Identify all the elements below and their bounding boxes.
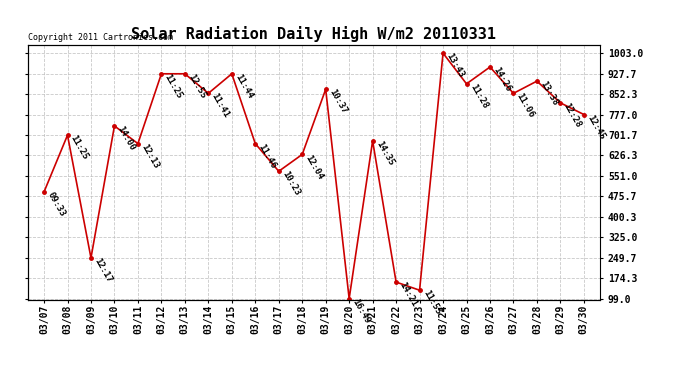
- Text: 11:25: 11:25: [69, 134, 90, 162]
- Text: 11:25: 11:25: [163, 72, 184, 100]
- Text: 14:21: 14:21: [397, 281, 419, 309]
- Text: 13:43: 13:43: [444, 52, 466, 80]
- Text: 12:45: 12:45: [585, 113, 607, 141]
- Text: 14:00: 14:00: [116, 124, 137, 152]
- Text: 13:38: 13:38: [538, 80, 560, 108]
- Text: Copyright 2011 Cartronics.com: Copyright 2011 Cartronics.com: [28, 33, 172, 42]
- Text: 11:28: 11:28: [468, 82, 489, 110]
- Text: 11:06: 11:06: [515, 92, 536, 120]
- Text: 11:55: 11:55: [421, 289, 442, 316]
- Text: 16:49: 16:49: [351, 297, 372, 325]
- Text: 12:28: 12:28: [562, 102, 583, 129]
- Text: 11:44: 11:44: [233, 72, 255, 100]
- Text: 09:33: 09:33: [46, 190, 67, 218]
- Text: 10:23: 10:23: [280, 170, 302, 198]
- Text: 14:35: 14:35: [374, 140, 395, 167]
- Text: 12:04: 12:04: [304, 153, 325, 181]
- Text: 14:26: 14:26: [491, 66, 513, 93]
- Text: 11:41: 11:41: [210, 92, 231, 120]
- Title: Solar Radiation Daily High W/m2 20110331: Solar Radiation Daily High W/m2 20110331: [132, 27, 496, 42]
- Text: 12:17: 12:17: [92, 256, 114, 284]
- Text: 11:46: 11:46: [257, 142, 278, 170]
- Text: 10:37: 10:37: [327, 88, 348, 116]
- Text: 12:13: 12:13: [139, 142, 161, 170]
- Text: 12:55: 12:55: [186, 72, 208, 100]
